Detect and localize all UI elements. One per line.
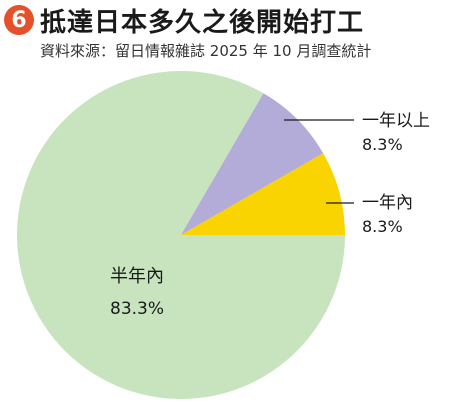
slice-label-half-year: 半年內 xyxy=(110,266,164,287)
slice-value-half-year: 83.3% xyxy=(110,299,164,319)
slice-value-within-one-year: 8.3% xyxy=(362,217,403,236)
chart-source: 資料來源：留日情報雜誌 2025 年 10 月調查統計 xyxy=(40,42,372,60)
chart-header: 6 抵達日本多久之後開始打工 資料來源：留日情報雜誌 2025 年 10 月調查… xyxy=(0,0,458,70)
chart-title: 抵達日本多久之後開始打工 xyxy=(40,8,365,38)
slice-label-within-one-year: 一年內 xyxy=(362,193,413,213)
chart-number-badge: 6 xyxy=(4,5,34,35)
slice-value-one-year-plus: 8.3% xyxy=(362,135,403,154)
pie-slice-half-year xyxy=(16,70,346,399)
pie-slice-within-one-year xyxy=(181,153,345,235)
slice-label-one-year-plus: 一年以上 xyxy=(362,111,430,131)
pie-slices xyxy=(16,70,346,399)
pie-slice-one-year-plus xyxy=(181,93,324,235)
